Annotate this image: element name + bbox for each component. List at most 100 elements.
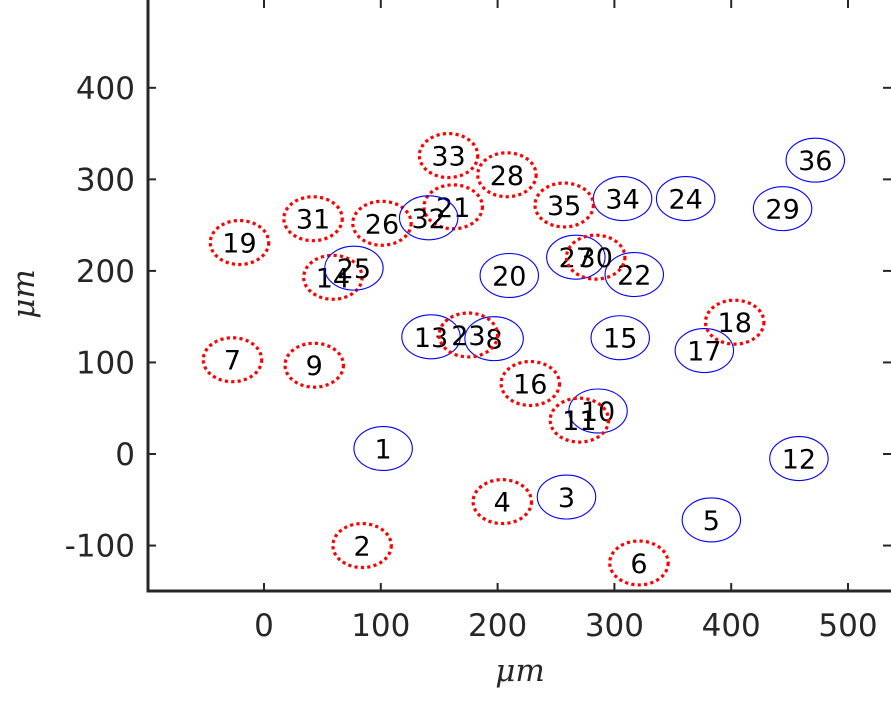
roi-ellipse (608, 539, 670, 587)
roi-ellipse (471, 478, 534, 526)
roi-label: 1 (375, 435, 392, 466)
roi-label: 7 (224, 346, 241, 377)
roi-label: 32 (412, 204, 446, 235)
roi-label: 16 (513, 370, 547, 401)
x-tick-label: 400 (702, 608, 761, 644)
y-tick-label: 100 (76, 345, 135, 381)
roi-25: 25 (324, 245, 384, 291)
roi-ellipse (703, 298, 766, 346)
x-axis-label: μm (495, 653, 545, 689)
roi-ellipse (283, 341, 346, 389)
roi-label: 36 (798, 146, 832, 177)
roi-ellipse (282, 195, 344, 243)
roi-ellipse (208, 218, 271, 267)
y-tick-label: -100 (65, 529, 135, 565)
roi-29: 29 (752, 186, 813, 232)
roi-ellipse (769, 436, 829, 482)
roi-ellipse (353, 425, 413, 472)
roi-35: 35 (533, 181, 595, 229)
roi-label: 8 (486, 325, 503, 356)
roi-16: 16 (499, 359, 562, 408)
y-tick-label: 200 (76, 254, 135, 290)
x-tick-label: 100 (351, 608, 410, 644)
roi-36: 36 (785, 137, 846, 183)
roi-markers: 1234567891011121314151617181920212223242… (201, 131, 846, 587)
roi-label: 2 (354, 532, 371, 563)
roi-9: 9 (283, 341, 346, 389)
roi-ellipse (564, 233, 627, 281)
roi-ellipse (398, 195, 459, 241)
roi-ellipse (417, 131, 480, 180)
x-tick-label: 500 (818, 608, 877, 644)
x-tick-label: 200 (468, 608, 527, 644)
roi-label: 24 (668, 185, 702, 216)
roi-label: 9 (306, 351, 323, 382)
roi-ellipse (476, 151, 538, 199)
roi-ellipse (302, 253, 364, 301)
roi-15: 15 (590, 315, 650, 361)
roi-label: 35 (547, 191, 581, 222)
roi-ellipse (590, 315, 650, 361)
roi-label: 31 (296, 205, 330, 236)
roi-label: 3 (558, 483, 575, 514)
roi-31: 31 (282, 195, 344, 243)
roi-label: 27 (559, 243, 593, 274)
roi-ellipse (568, 388, 628, 434)
roi-1: 1 (353, 425, 413, 472)
roi-ellipse (201, 336, 264, 384)
roi-ellipse (464, 316, 524, 362)
roi-ellipse (499, 359, 562, 408)
roi-30: 30 (564, 233, 627, 281)
roi-ellipse (351, 199, 413, 247)
roi-26: 26 (351, 199, 413, 247)
roi-33: 33 (417, 131, 480, 180)
roi-ellipse (548, 396, 611, 444)
plot-axes: 0 100 200 300 400 500 -100 0 100 200 300 400 (65, 0, 891, 644)
roi-ellipse (401, 314, 461, 360)
roi-ellipse (422, 183, 485, 231)
y-tick-label: 300 (76, 162, 135, 198)
roi-label: 17 (687, 337, 721, 368)
roi-label: 26 (365, 209, 399, 240)
roi-19: 19 (208, 218, 271, 267)
roi-ellipse (324, 245, 384, 291)
y-axis-label: μm (6, 269, 42, 319)
roi-label: 18 (718, 308, 752, 339)
roi-ellipse (655, 176, 716, 222)
roi-label: 13 (414, 323, 448, 354)
roi-label: 4 (494, 488, 511, 519)
roi-ellipse (546, 234, 606, 280)
roi-label: 11 (562, 406, 596, 437)
roi-label: 15 (603, 324, 637, 355)
roi-24: 24 (655, 176, 716, 222)
roi-11: 11 (548, 396, 611, 444)
roi-8: 8 (464, 316, 524, 362)
roi-ellipse (331, 521, 393, 570)
roi-ellipse (437, 311, 500, 359)
roi-32: 32 (398, 195, 459, 241)
roi-label: 20 (492, 261, 526, 292)
roi-7: 7 (201, 336, 264, 384)
roi-2: 2 (331, 521, 393, 570)
roi-6: 6 (608, 539, 670, 587)
roi-label: 19 (222, 229, 256, 260)
roi-ellipse (604, 252, 665, 298)
roi-label: 33 (431, 142, 465, 173)
roi-20: 20 (479, 252, 540, 298)
roi-ellipse (752, 186, 813, 232)
roi-17: 17 (674, 328, 735, 374)
roi-5: 5 (681, 497, 742, 543)
roi-label: 28 (490, 161, 524, 192)
x-tick-label: 0 (254, 608, 274, 644)
roi-ellipse (681, 497, 742, 543)
roi-label: 23 (451, 321, 485, 352)
roi-4: 4 (471, 478, 534, 526)
roi-27: 27 (546, 234, 606, 280)
roi-ellipse (479, 252, 540, 298)
roi-ellipse (785, 137, 846, 183)
roi-label: 5 (703, 506, 720, 537)
roi-3: 3 (536, 474, 597, 520)
roi-ellipse (536, 474, 597, 520)
roi-12: 12 (769, 436, 829, 482)
roi-18: 18 (703, 298, 766, 346)
